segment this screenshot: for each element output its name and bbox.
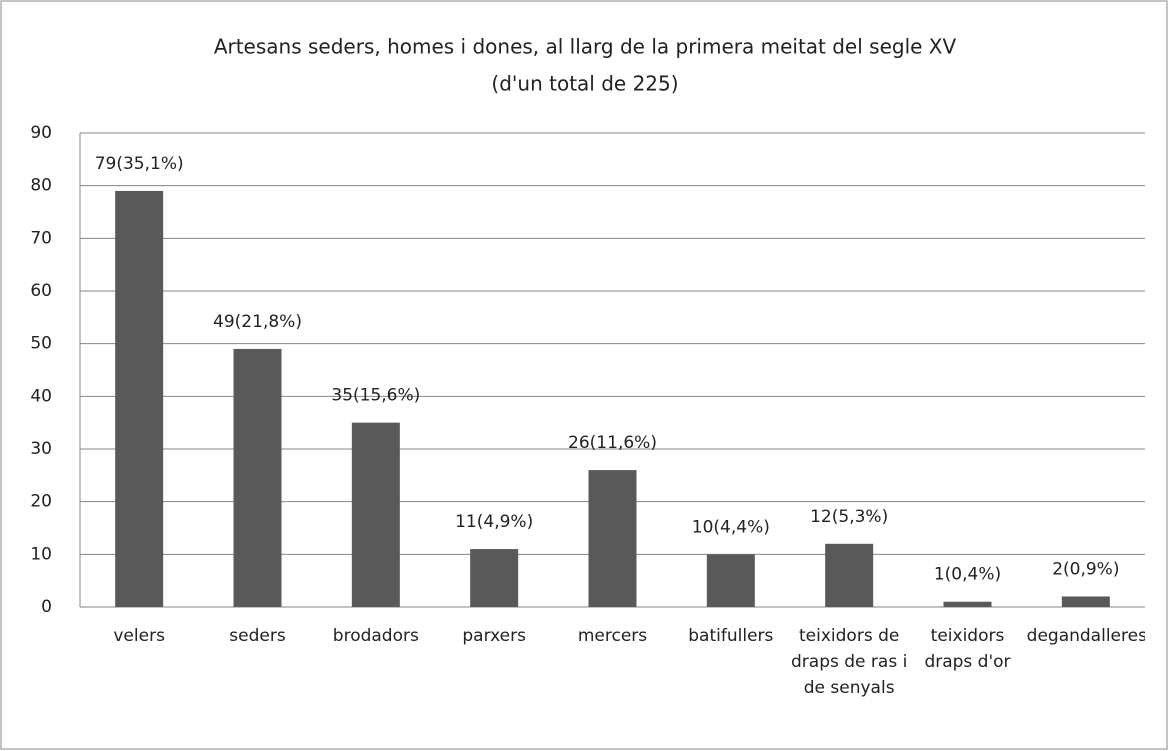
x-tick-label: degandalleres — [1026, 626, 1145, 646]
chart-title: Artesans seders, homes i dones, al llarg… — [214, 35, 957, 59]
x-tick-label: teixidors draps d'or — [924, 626, 1011, 672]
x-tick-label-box: parxers — [462, 626, 526, 646]
y-tick-label: 0 — [41, 597, 52, 617]
x-tick-label: seders — [229, 626, 286, 646]
y-tick-label: 10 — [30, 544, 52, 564]
x-tick-label-box: teixidors draps d'or — [924, 626, 1011, 672]
data-label: 79(35,1%) — [95, 154, 184, 174]
bar — [351, 422, 400, 607]
y-tick-label: 70 — [30, 228, 52, 248]
x-tick-label: mercers — [577, 626, 648, 646]
y-tick-label: 90 — [30, 123, 52, 143]
bar — [233, 348, 282, 607]
x-tick-label-box: seders — [229, 626, 286, 646]
bar — [588, 470, 637, 607]
bar — [706, 554, 755, 607]
bar — [1061, 596, 1110, 607]
y-tick-label: 60 — [30, 281, 52, 301]
x-tick-label: batifullers — [688, 626, 774, 646]
x-tick-label-box: mercers — [577, 626, 648, 646]
data-label: 12(5,3%) — [810, 507, 888, 527]
x-tick-label-box: brodadors — [332, 626, 419, 646]
x-tick-label: parxers — [462, 626, 526, 646]
x-tick-label-box: batifullers — [688, 626, 774, 646]
bar — [470, 549, 519, 607]
y-tick-label: 30 — [30, 439, 52, 459]
data-label: 11(4,9%) — [455, 512, 533, 532]
y-tick-label: 40 — [30, 386, 52, 406]
data-label: 35(15,6%) — [331, 386, 420, 406]
x-tick-label: brodadors — [332, 626, 419, 646]
x-tick-label: teixidors de draps de ras i de senyals — [791, 626, 908, 698]
x-tick-label-box: teixidors de draps de ras i de senyals — [791, 626, 908, 698]
x-tick-label-box: degandalleres — [1026, 626, 1145, 646]
bar — [825, 543, 874, 607]
y-tick-label: 80 — [30, 176, 52, 196]
y-tick-label: 20 — [30, 492, 52, 512]
x-tick-label: velers — [113, 626, 165, 646]
x-tick-label-box: velers — [113, 626, 165, 646]
data-label: 10(4,4%) — [692, 517, 770, 537]
data-label: 2(0,9%) — [1052, 559, 1119, 579]
data-label: 26(11,6%) — [568, 433, 657, 453]
chart-subtitle: (d'un total de 225) — [491, 72, 678, 96]
data-label: 49(21,8%) — [213, 312, 302, 332]
y-tick-label: 50 — [30, 334, 52, 354]
bar — [115, 190, 164, 607]
data-label: 1(0,4%) — [934, 565, 1001, 585]
bar — [943, 601, 992, 607]
